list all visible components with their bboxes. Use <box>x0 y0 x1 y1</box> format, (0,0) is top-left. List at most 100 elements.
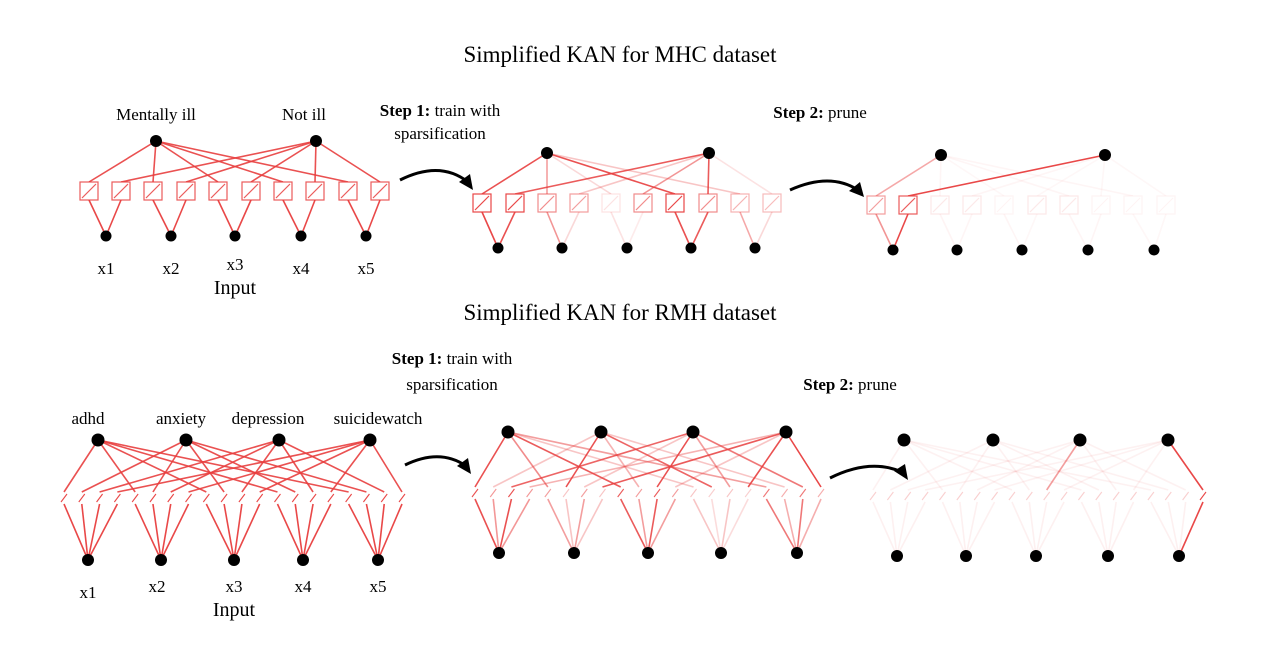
activation-curve <box>340 183 356 199</box>
activation-curve <box>690 488 697 498</box>
edge-line <box>315 140 381 183</box>
activation-curve <box>671 488 679 498</box>
edge-line <box>720 498 731 554</box>
activation-curve <box>726 488 734 498</box>
edge-line <box>674 211 692 249</box>
activation-curve <box>932 197 948 213</box>
activation-box <box>601 193 621 213</box>
edge-line <box>377 503 403 561</box>
edge-line <box>278 439 385 493</box>
activation-curve <box>653 488 661 498</box>
activation-curve <box>113 493 121 503</box>
rmh-step2-label: Step 2: prune <box>803 375 897 394</box>
edge-line <box>160 503 190 561</box>
edge-line <box>1079 439 1117 491</box>
edge-line <box>892 213 909 251</box>
edge-line <box>578 152 710 195</box>
edge-line <box>602 431 787 488</box>
edge-line <box>939 213 958 251</box>
edge-line <box>282 199 302 237</box>
node <box>150 135 162 147</box>
edge-line <box>223 503 235 561</box>
edge-line <box>708 152 773 195</box>
activation-curve <box>210 183 226 199</box>
edge-line <box>217 199 236 237</box>
edge-line <box>507 431 549 488</box>
activation-box <box>962 195 982 215</box>
activation-curve <box>1147 491 1155 501</box>
edge-line <box>546 152 741 195</box>
edge-line <box>1035 501 1048 557</box>
node <box>986 433 1000 447</box>
edge-line <box>940 154 1005 197</box>
node <box>749 242 761 254</box>
edge-line <box>497 211 516 249</box>
edge-line <box>507 431 767 488</box>
node <box>1173 550 1185 562</box>
edge-line <box>97 439 278 493</box>
edge-line <box>492 498 500 554</box>
edge-line <box>546 152 612 195</box>
edge-line <box>707 152 710 195</box>
activation-curve <box>1130 491 1137 501</box>
activation-curve <box>185 493 192 503</box>
output-label-adhd: adhd <box>71 409 105 428</box>
activation-curve <box>904 491 912 501</box>
node <box>1148 244 1160 256</box>
edge-line <box>992 439 1169 491</box>
edge-line <box>600 431 785 488</box>
edge-line <box>63 503 89 561</box>
node <box>1099 149 1111 161</box>
activation-curve <box>274 493 281 503</box>
node <box>960 550 972 562</box>
output-label-depression: depression <box>232 409 305 428</box>
edge-line <box>783 498 798 554</box>
edge-line <box>994 439 1169 491</box>
activation-curve <box>939 491 946 501</box>
activation-curve <box>78 493 86 503</box>
node <box>891 550 903 562</box>
edge-line <box>647 498 677 554</box>
edge-line <box>896 501 909 557</box>
edge-line <box>600 431 640 488</box>
edge-line <box>1063 439 1169 491</box>
activation-curve <box>817 488 825 498</box>
edge-line <box>507 431 694 488</box>
activation-curve <box>60 493 68 503</box>
edge-line <box>1046 439 1081 491</box>
edge-line <box>1100 154 1106 197</box>
activation-curve <box>149 493 157 503</box>
activation-curve <box>131 493 139 503</box>
edge-line <box>1087 213 1102 251</box>
node <box>297 554 309 566</box>
input-label: x2 <box>163 259 180 278</box>
input-label: x4 <box>295 577 313 596</box>
edge-line <box>134 503 162 561</box>
node <box>887 244 899 256</box>
arrow-head-icon <box>457 458 471 474</box>
edge-line <box>302 503 332 561</box>
edge-line <box>492 431 602 488</box>
activation-curve <box>603 195 619 211</box>
edge-line <box>1021 213 1038 251</box>
edge-line <box>1035 501 1065 557</box>
input-label: x4 <box>293 259 311 278</box>
edge-line <box>692 431 804 488</box>
input-label: x1 <box>80 583 97 602</box>
step-arrows <box>399 169 908 480</box>
edge-line <box>1098 501 1109 557</box>
edge-line <box>992 439 1030 491</box>
edge-line <box>80 503 89 561</box>
edge-line <box>97 439 349 493</box>
edge-line <box>959 439 994 491</box>
edge-line <box>474 498 500 554</box>
node <box>501 425 515 439</box>
activation-curve <box>202 493 210 503</box>
arrow-mhc-step1 <box>399 169 469 184</box>
node <box>1161 433 1175 447</box>
activation-curve <box>1060 491 1068 501</box>
activation-curve <box>973 491 981 501</box>
activation-curve <box>886 491 894 501</box>
rmh-step1-label: Step 1: train with <box>392 349 513 368</box>
edge-line <box>117 439 371 493</box>
